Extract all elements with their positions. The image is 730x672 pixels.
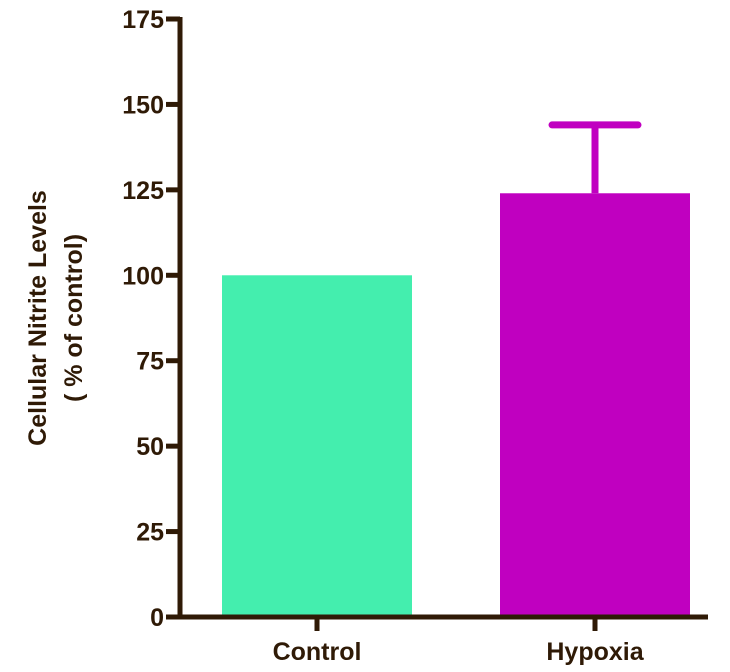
labels-layer: 0 25 50 75 100 125 150 175 Control Hypoxia — [122, 6, 644, 666]
bars-layer — [222, 193, 690, 617]
y-tick-label-125: 125 — [122, 177, 164, 205]
y-tick-label-0: 0 — [150, 604, 164, 632]
bar-control — [222, 275, 412, 617]
y-tick-label-75: 75 — [136, 348, 164, 376]
y-tick-label-50: 50 — [136, 433, 164, 461]
y-axis-title-line-2: ( % of control) — [60, 234, 88, 402]
bar-hypoxia — [500, 193, 690, 617]
y-tick-label-100: 100 — [122, 262, 164, 290]
y-tick-label-150: 150 — [122, 91, 164, 119]
error-bars-layer — [548, 121, 642, 194]
y-tick-label-25: 25 — [136, 519, 164, 547]
x-tick-label-hypoxia: Hypoxia — [546, 638, 644, 666]
axes-layer — [166, 16, 708, 631]
y-tick-label-175: 175 — [122, 6, 164, 34]
y-axis-title-line-1: Cellular Nitrite Levels — [24, 190, 52, 446]
x-tick-label-control: Control — [273, 638, 362, 666]
